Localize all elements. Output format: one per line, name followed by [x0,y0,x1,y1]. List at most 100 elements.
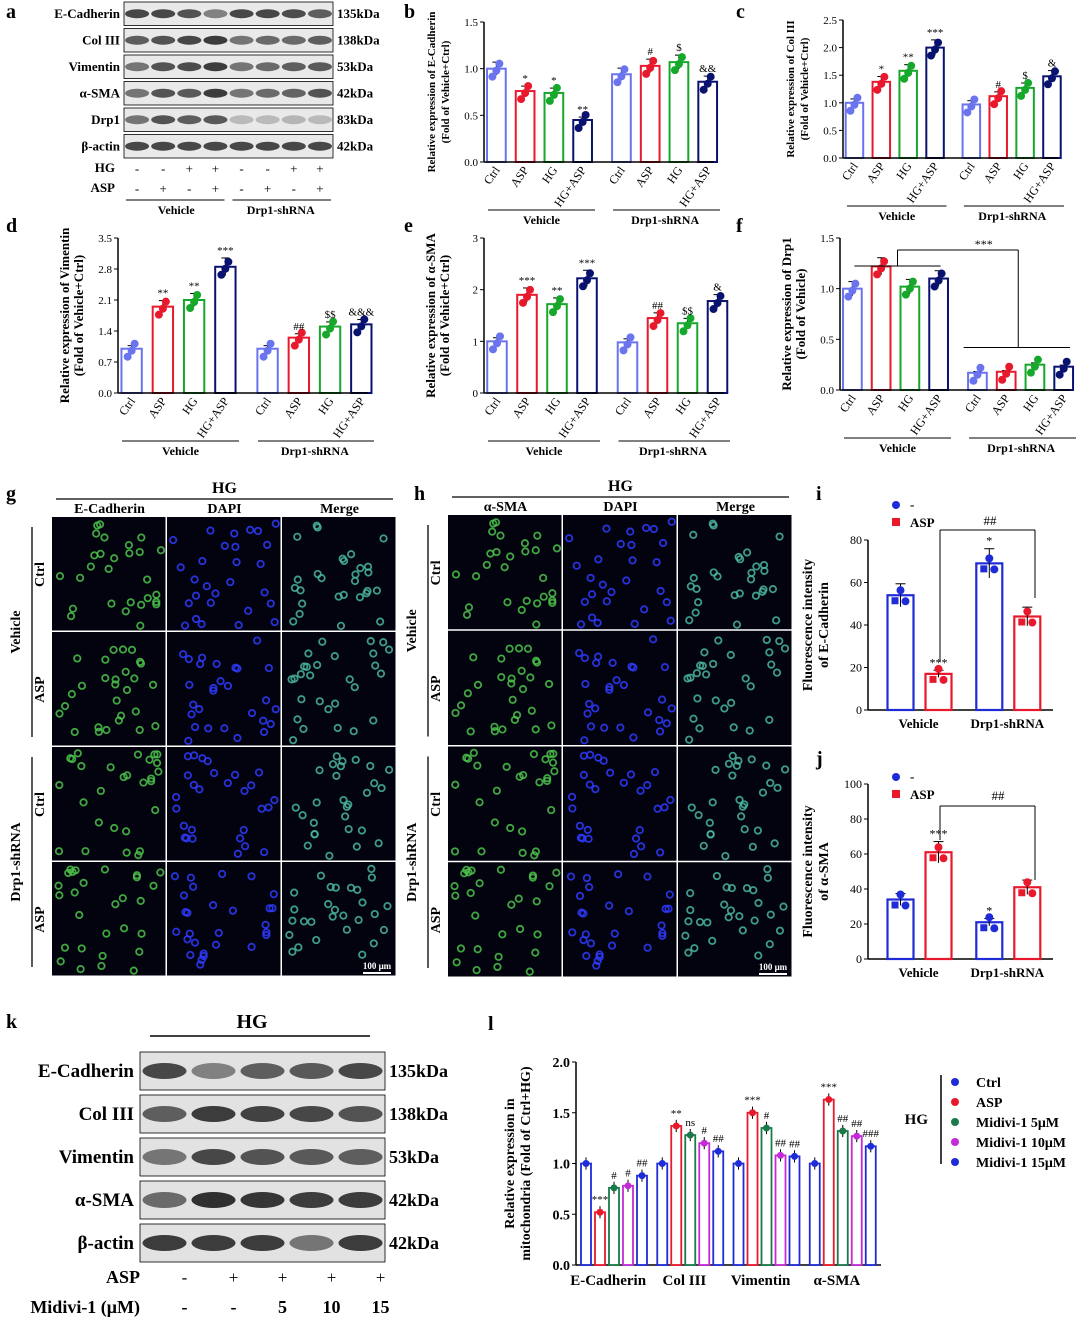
cell [172,927,181,936]
cell [740,825,749,834]
bar [1042,75,1062,159]
blot-band [142,1106,187,1122]
blot-band [281,115,306,125]
cell [594,652,603,661]
sig-mark: ## [652,300,664,312]
sig-mark: ** [671,1108,682,1120]
cell [657,695,667,704]
cell [463,689,472,698]
cell [741,674,750,683]
cell [567,792,577,802]
cell [694,598,703,607]
x-tick-label: Ctrl [116,394,139,418]
data-point [873,85,882,94]
bar [684,1134,697,1266]
cell [143,594,152,603]
cell [649,635,658,644]
bar [732,1162,745,1266]
data-point [224,257,233,266]
blot-kda-label: 42kDa [389,1233,439,1253]
bar [622,1184,634,1266]
bar [975,562,1004,712]
cell [508,695,517,704]
data-point [329,317,338,326]
blot-band [151,62,176,72]
data-point [934,843,943,852]
cell [303,841,312,850]
cell [456,701,466,710]
cell [591,785,600,794]
cell [658,931,667,940]
micrograph-tile [563,862,677,977]
cell [587,613,597,622]
blot-kda-label: 42kDa [389,1190,439,1210]
sign: 5 [278,1297,287,1317]
data-point [980,924,988,932]
legend-label: Ctrl [976,1076,1001,1091]
blot-band [191,1063,236,1079]
cell [185,680,194,689]
cell [262,930,271,940]
cell [90,551,99,560]
cell [189,882,198,891]
data-point [777,1151,784,1159]
blot-band [151,35,176,45]
y-axis-title: Relative expression of Drp1 [779,237,794,390]
blot-band [307,141,332,151]
cell [685,616,694,625]
micrograph-tile [167,517,281,631]
data-point [844,292,853,301]
x-tick-label: HG [1020,391,1042,414]
legend-marker [892,790,900,798]
data-point [649,322,658,331]
blot-band [177,115,202,125]
cell [496,531,505,540]
cell [81,847,90,856]
bar [925,46,945,159]
legend-label: ASP [910,515,935,530]
cell [490,818,499,827]
data-point [1018,889,1026,897]
legend-label: Midivi-1 10μM [976,1136,1066,1151]
data-point [581,111,590,119]
cell [732,761,742,770]
cell [152,590,161,599]
bar [924,851,953,961]
data-point [1043,80,1052,89]
cell [690,944,699,953]
cell [203,757,212,766]
cell [247,942,256,951]
cell [629,733,638,742]
data-point [939,675,948,684]
cell [150,750,159,759]
cell [125,549,134,558]
cell [198,556,207,566]
cell [112,696,121,705]
cell [55,572,65,581]
tick-label: 2.1 [98,295,112,307]
cell [370,909,379,919]
data-point [998,375,1007,384]
cell [234,620,243,630]
x-tick-label: Vimentin [731,1273,791,1289]
tick-label: 1.0 [820,284,834,296]
blot-band [203,88,228,98]
cell [627,662,636,671]
y-axis-title: Relative expression in [503,1098,518,1229]
cell [473,761,482,770]
cell [55,709,64,718]
data-point [939,854,948,863]
cell [533,531,542,540]
cell [183,935,192,944]
cell [781,765,790,774]
cell [209,901,218,910]
data-point [674,60,683,69]
data-point [791,1152,798,1160]
cell [750,916,759,925]
cell [119,772,128,782]
cell [154,767,163,776]
tick-label: 1.5 [820,233,834,245]
channel-label: DAPI [207,502,241,517]
micrograph-tile [448,630,562,745]
cell [702,670,711,679]
